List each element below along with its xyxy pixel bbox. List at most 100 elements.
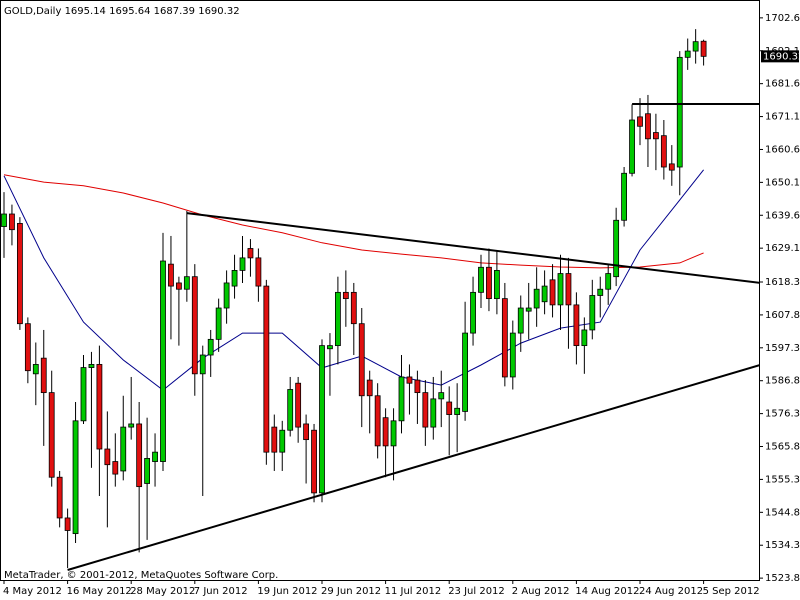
candle-body: [1, 213, 7, 227]
y-tick-label: 1681.60: [765, 79, 800, 90]
candle-body: [16, 223, 23, 325]
candle-body: [668, 163, 675, 171]
price-label: 1690.32: [763, 51, 800, 62]
x-tick-label: 14 Aug 2012: [575, 586, 639, 597]
y-tick-label: 1629.10: [765, 243, 800, 254]
candle-body: [72, 420, 79, 535]
candle-body: [525, 307, 532, 312]
x-tick-label: 2 Aug 2012: [512, 586, 570, 597]
x-tick-label: 29 Jun 2012: [321, 586, 381, 597]
low-value: 1687.39: [154, 6, 195, 17]
y-tick-label: 1576.30: [765, 409, 800, 420]
candle-body: [144, 458, 151, 484]
candle-body: [613, 219, 620, 278]
x-tick-label: 16 May 2012: [67, 586, 132, 597]
candle-body: [342, 291, 349, 300]
candle-body: [24, 323, 31, 372]
candle-body: [88, 364, 95, 368]
candle-body: [303, 423, 310, 441]
candle-body: [327, 345, 333, 350]
candle-body: [9, 213, 15, 231]
x-tick-label: 5 Sep 2012: [703, 586, 760, 597]
candle-body: [478, 266, 484, 293]
y-tick-label: 1534.30: [765, 540, 800, 551]
candle-body: [128, 423, 135, 428]
candle-body: [175, 282, 182, 290]
candle-body: [660, 135, 667, 168]
candle-body: [152, 451, 158, 462]
candle-body: [557, 273, 564, 306]
candle-body: [183, 276, 190, 290]
candle-body: [32, 364, 39, 375]
x-tick-label: 23 Jul 2012: [448, 586, 505, 597]
candle-body: [223, 282, 230, 309]
candle-body: [168, 263, 174, 287]
y-tick-label: 1544.80: [765, 507, 800, 518]
candle-body: [64, 517, 71, 531]
x-tick-label: 7 Jun 2012: [194, 586, 248, 597]
candle-body: [509, 332, 516, 378]
candle-body: [645, 113, 651, 140]
candle-body: [271, 426, 278, 453]
candle-body: [605, 273, 612, 290]
candle-body: [493, 270, 500, 300]
y-tick-label: 1650.10: [765, 177, 800, 188]
y-tick-label: 1607.80: [765, 310, 800, 321]
candle-body: [263, 285, 270, 453]
price-box: [761, 50, 799, 63]
candle-body: [231, 270, 238, 287]
x-tick-label: 19 Jun 2012: [257, 586, 317, 597]
candle-body: [517, 307, 524, 334]
candle-body: [589, 295, 596, 331]
candle-body: [104, 448, 111, 466]
candle-body: [486, 266, 492, 300]
candle-body: [160, 260, 166, 462]
high-value: 1695.64: [109, 6, 150, 17]
candle-body: [470, 291, 476, 334]
candle-body: [382, 417, 389, 447]
candle-body: [414, 379, 421, 394]
y-tick-label: 1555.30: [765, 474, 800, 485]
y-tick-label: 1671.10: [765, 112, 800, 123]
trendline: [186, 212, 759, 284]
y-tick-label: 1565.80: [765, 442, 800, 453]
candle-body: [80, 367, 87, 422]
candle-body: [541, 285, 548, 303]
candle-body: [700, 40, 707, 57]
close-value: 1690.32: [198, 6, 239, 17]
candle-body: [692, 41, 699, 52]
candle-body: [48, 392, 55, 478]
y-tick-label: 1523.80: [765, 573, 800, 584]
chart-header: GOLD,Daily 1695.14 1695.64 1687.39 1690.…: [4, 6, 240, 17]
candle-body: [366, 379, 373, 397]
open-value: 1695.14: [65, 6, 106, 17]
candle-body: [573, 304, 580, 347]
candle-body: [136, 423, 143, 488]
candle-body: [501, 298, 508, 378]
candle-body: [247, 248, 254, 259]
candle-body: [438, 392, 445, 400]
candle-body: [295, 382, 302, 428]
candle-body: [446, 401, 453, 415]
candle-body: [287, 389, 294, 431]
y-tick-label: 1618.30: [765, 277, 800, 288]
trendline: [67, 364, 759, 571]
candle-body: [311, 429, 317, 494]
candle-body: [334, 291, 341, 347]
candle-body: [207, 338, 214, 356]
candle-body: [676, 56, 683, 168]
candle-body: [597, 288, 604, 296]
y-tick-label: 1586.80: [765, 376, 800, 387]
plot-frame: [0, 0, 760, 581]
x-tick-label: 28 May 2012: [130, 586, 195, 597]
candle-body: [430, 398, 437, 428]
x-tick-label: 24 Aug 2012: [639, 586, 703, 597]
candle-body: [239, 257, 246, 271]
candle-body: [350, 291, 357, 325]
candle-body: [279, 429, 286, 453]
candle-body: [629, 119, 635, 174]
candle-body: [96, 364, 103, 450]
candle-body: [56, 476, 63, 519]
candle-body: [120, 426, 127, 472]
